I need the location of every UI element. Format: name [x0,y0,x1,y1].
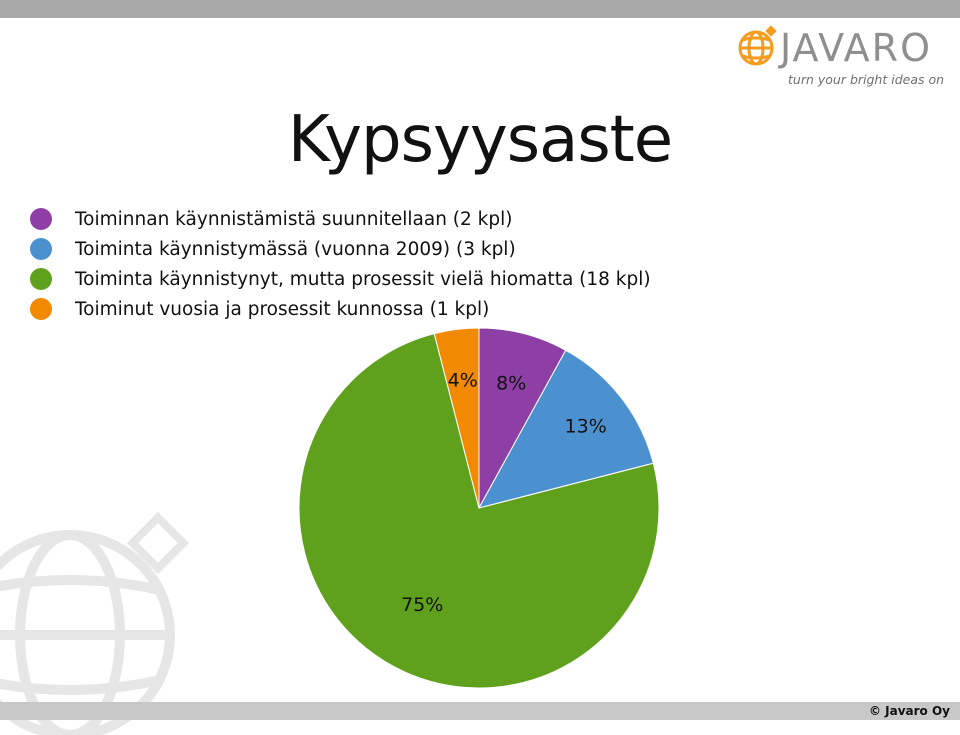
slide-title: Kypsyysaste [287,103,673,177]
bottom-bar [0,702,960,720]
legend-label: Toiminut vuosia ja prosessit kunnossa (1… [75,299,490,320]
legend-item: Toiminta käynnistymässä (vuonna 2009) (3… [30,236,730,266]
legend-swatch-green [30,268,52,290]
pie-slice [433,327,480,509]
globe-watermark-icon [0,511,190,735]
slice-percent-label: 75% [401,594,443,616]
globe-icon [738,25,777,66]
pie-slice [478,349,654,509]
logo-tagline: turn your bright ideas on [788,72,945,87]
javaro-logo: JAVARO turn your bright ideas on [730,18,960,90]
slice-percent-label: 13% [565,415,607,437]
legend-item: Toiminut vuosia ja prosessit kunnossa (1… [30,296,730,326]
legend-label: Toiminnan käynnistämistä suunnitellaan (… [75,209,513,230]
pie-slice [478,327,567,509]
slice-percent-label: 8% [496,372,526,394]
copyright-text: © Javaro Oy [868,704,950,718]
legend-swatch-purple [30,208,52,230]
slice-percent-label: 4% [448,369,478,391]
legend-item: Toiminta käynnistynyt, mutta prosessit v… [30,266,730,296]
logo-wordmark: JAVARO [780,26,932,70]
pie-chart: 8% 13% 75% 4% [298,327,660,689]
pie-slice [298,333,660,689]
legend-swatch-orange [30,298,52,320]
legend: Toiminnan käynnistämistä suunnitellaan (… [30,206,730,326]
legend-label: Toiminta käynnistymässä (vuonna 2009) (3… [75,239,516,260]
legend-label: Toiminta käynnistynyt, mutta prosessit v… [75,269,651,290]
top-bar [0,0,960,18]
legend-item: Toiminnan käynnistämistä suunnitellaan (… [30,206,730,236]
legend-swatch-blue [30,238,52,260]
